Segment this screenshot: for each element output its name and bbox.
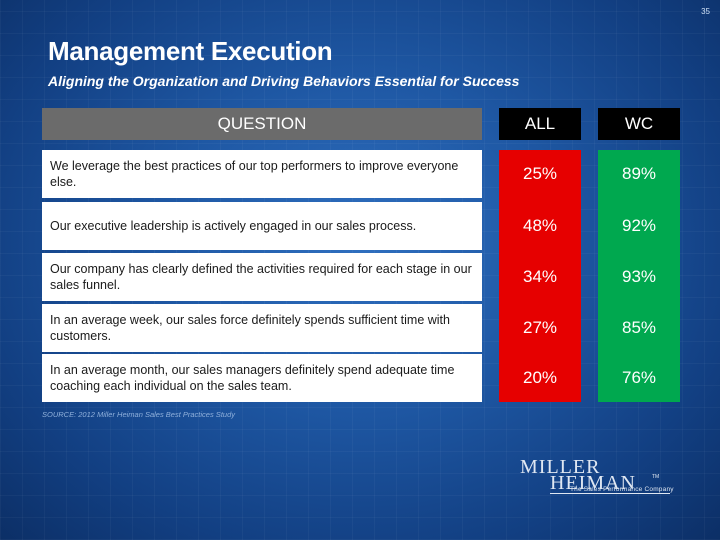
wc-value: 93% <box>621 267 657 286</box>
header-question: QUESTION <box>42 108 482 140</box>
slide-subtitle: Aligning the Organization and Driving Be… <box>48 73 520 89</box>
question-text: In an average week, our sales force defi… <box>50 313 450 343</box>
question-text: In an average month, our sales managers … <box>50 363 455 393</box>
all-value: 20% <box>522 368 558 387</box>
page-number: 35 <box>701 7 710 16</box>
company-logo: MILLER HEIMAN TM The Sales Performance C… <box>520 456 680 500</box>
wc-value: 85% <box>621 318 657 337</box>
wc-value: 92% <box>621 216 657 235</box>
wc-value: 76% <box>621 368 657 387</box>
question-row-3: Our company has clearly defined the acti… <box>42 253 482 301</box>
logo-trademark: TM <box>652 474 660 480</box>
all-value: 25% <box>522 164 558 183</box>
logo-tagline: The Sales Performance Company <box>570 486 674 493</box>
question-row-2: Our executive leadership is actively eng… <box>42 202 482 250</box>
question-row-5: In an average month, our sales managers … <box>42 354 482 402</box>
question-text: Our executive leadership is actively eng… <box>50 219 417 233</box>
question-row-4: In an average week, our sales force defi… <box>42 304 482 352</box>
logo-line2: HEIMAN <box>550 472 636 494</box>
wc-column <box>598 150 680 402</box>
wc-value: 89% <box>621 164 657 183</box>
all-column <box>499 150 581 402</box>
all-value: 27% <box>522 318 558 337</box>
source-note: SOURCE: 2012 Miller Heiman Sales Best Pr… <box>42 410 235 419</box>
question-row-1: We leverage the best practices of our to… <box>42 150 482 198</box>
header-wc: WC <box>598 108 680 140</box>
all-value: 48% <box>522 216 558 235</box>
slide-title: Management Execution <box>48 36 333 66</box>
all-value: 34% <box>522 267 558 286</box>
question-text: We leverage the best practices of our to… <box>50 159 459 189</box>
question-text: Our company has clearly defined the acti… <box>50 262 472 292</box>
header-all: ALL <box>499 108 581 140</box>
logo-line1: MILLER <box>520 456 601 478</box>
logo-rule <box>550 493 670 494</box>
